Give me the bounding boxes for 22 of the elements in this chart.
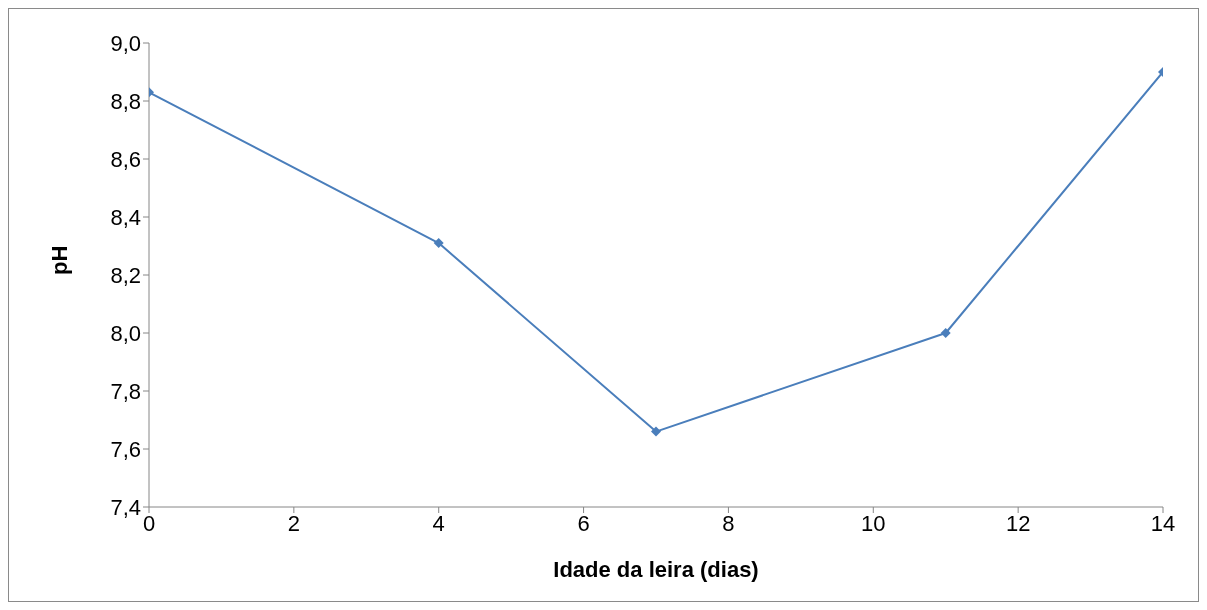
x-tick-label: 8: [722, 510, 735, 536]
y-tick-label: 7,8: [110, 378, 141, 404]
y-tick-label: 9,0: [110, 30, 141, 56]
point: [651, 426, 661, 437]
x-tick-label: 10: [861, 510, 886, 536]
x-tick-label: 0: [142, 510, 156, 536]
x-tick-label: 12: [1005, 510, 1031, 536]
point: [940, 328, 951, 338]
x-axis-title: Idade da leira (dias): [553, 557, 759, 582]
y-axis-title: pH: [46, 245, 72, 275]
y-tick-label: 8,6: [110, 146, 141, 172]
y-tick-label: 7,6: [110, 436, 141, 462]
x-tick-label: 4: [432, 510, 445, 536]
x-tick-label: 14: [1150, 510, 1176, 536]
y-tick-label: 7,4: [110, 494, 141, 520]
y-tick-label: 8,4: [110, 204, 141, 230]
y-tick-label: 8,2: [110, 262, 141, 288]
point: [433, 238, 444, 249]
x-tick-label: 6: [577, 510, 590, 536]
y-tick-label: 8,8: [110, 88, 141, 114]
y-tick-label: 8,0: [110, 320, 141, 346]
x-tick-label: 2: [287, 510, 300, 536]
